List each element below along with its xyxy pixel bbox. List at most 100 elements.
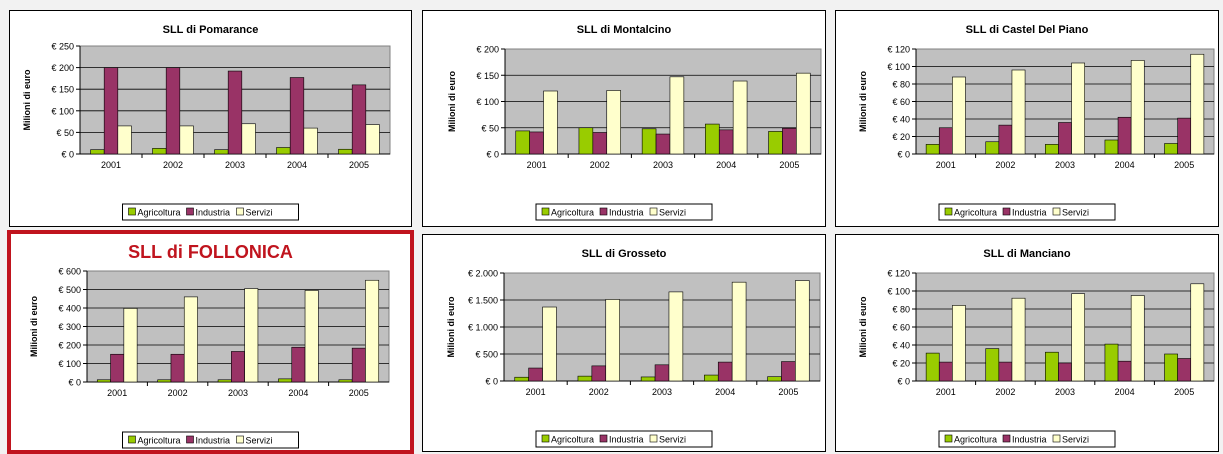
x-tick-label: 2003: [1055, 160, 1075, 170]
bar-agricoltura-2003: [1045, 351, 1059, 382]
legend-box: [938, 203, 1116, 221]
bar-industria-2002: [591, 365, 607, 382]
y-tick-label: € 0: [68, 378, 81, 388]
y-tick-label: € 100: [887, 287, 910, 297]
x-tick-label: 2002: [168, 388, 188, 398]
bar-agricoltura-2003: [217, 379, 232, 383]
y-tick-label: € 500: [58, 285, 81, 295]
chart-title: SLL di Manciano: [983, 248, 1070, 260]
y-tick-label: € 0: [897, 377, 910, 387]
legend-swatch-agricoltura: [944, 434, 953, 443]
chart-panel-follonica: SLL di FOLLONICA € 0 € 100 € 200 € 300 € 400 €…: [7, 230, 414, 454]
bar-agricoltura-2003: [214, 149, 229, 155]
bar-industria-2002: [170, 353, 185, 383]
y-tick-label: € 120: [887, 269, 910, 279]
bar-servizi-2004: [304, 290, 319, 383]
x-tick-label: 2004: [287, 160, 307, 170]
bar-servizi-2001: [123, 308, 138, 383]
y-tick-label: € 100: [58, 359, 81, 369]
bar-servizi-2004: [732, 80, 748, 155]
bar-industria-2001: [938, 127, 953, 155]
legend-label-industria: Industria: [609, 208, 644, 218]
x-tick-label: 2005: [349, 160, 369, 170]
x-tick-label: 2005: [1174, 160, 1194, 170]
y-tick-label: € 400: [58, 304, 81, 314]
legend-swatch-agricoltura: [541, 207, 550, 216]
bar-servizi-2003: [1071, 62, 1085, 155]
bar-industria-2001: [110, 353, 125, 383]
bar-agricoltura-2003: [1045, 144, 1059, 155]
legend-swatch-industria: [1002, 207, 1011, 216]
legend-swatch-agricoltura: [128, 435, 136, 444]
bar-industria-2004: [718, 129, 734, 155]
bar-servizi-2001: [117, 125, 132, 155]
bar-agricoltura-2002: [157, 379, 172, 383]
bar-industria-2001: [938, 361, 953, 382]
legend-label-servizi: Servizi: [659, 208, 686, 218]
bar-agricoltura-2004: [1104, 139, 1119, 155]
y-tick-label: € 50: [481, 123, 499, 133]
legend-swatch-industria: [599, 434, 608, 443]
bar-servizi-2001: [543, 90, 558, 155]
y-tick-label: € 100: [476, 97, 499, 107]
legend-swatch-servizi: [1052, 434, 1061, 443]
chart-svg-manciano: SLL di Manciano € 0 € 20 € 40 € 60 € 80 € 100 €…: [858, 248, 1215, 448]
x-tick-label: 2003: [228, 388, 248, 398]
y-tick-label: € 200: [51, 63, 74, 73]
bar-servizi-2001: [542, 306, 557, 382]
y-tick-label: € 250: [51, 42, 74, 52]
x-tick-label: 2003: [225, 160, 245, 170]
y-axis-label: Milioni di euro: [858, 71, 868, 132]
bar-servizi-2003: [1071, 293, 1085, 382]
bar-industria-2005: [782, 127, 797, 155]
legend-swatch-industria: [599, 207, 608, 216]
legend-label-industria: Industria: [196, 436, 231, 446]
x-tick-label: 2004: [715, 387, 735, 397]
bar-servizi-2002: [183, 296, 198, 383]
legend-label-agricoltura: Agricoltura: [138, 208, 181, 218]
bar-servizi-2005: [365, 124, 380, 155]
bar-servizi-2005: [796, 72, 811, 155]
y-tick-label: € 0: [485, 377, 498, 387]
y-tick-label: € 120: [887, 45, 910, 55]
x-tick-label: 2001: [936, 387, 956, 397]
bar-industria-2004: [289, 77, 305, 155]
bar-agricoltura-2004: [704, 374, 719, 382]
y-tick-label: € 80: [892, 305, 910, 315]
y-tick-label: € 1.500: [468, 296, 498, 306]
bar-servizi-2005: [365, 279, 380, 383]
legend-swatch-servizi: [236, 207, 244, 216]
legend-swatch-agricoltura: [128, 207, 136, 216]
bar-servizi-2005: [1190, 283, 1205, 382]
legend-label-servizi: Servizi: [1062, 435, 1089, 445]
x-tick-label: 2003: [653, 160, 673, 170]
bar-industria-2002: [998, 124, 1013, 155]
bar-agricoltura-2004: [278, 378, 293, 383]
legend-swatch-agricoltura: [541, 434, 550, 443]
bar-industria-2004: [291, 346, 306, 383]
x-tick-label: 2004: [1115, 387, 1135, 397]
bar-servizi-2002: [1011, 297, 1026, 382]
chart-svg-grosseto: SLL di Grosseto € 0 € 500 € 1.000 € 1.500 € 2…: [446, 248, 821, 448]
bar-industria-2003: [654, 364, 670, 382]
y-tick-label: € 200: [58, 341, 81, 351]
bar-servizi-2004: [1130, 60, 1145, 155]
y-tick-label: € 80: [892, 80, 910, 90]
x-tick-label: 2002: [995, 160, 1015, 170]
legend-swatch-servizi: [649, 207, 658, 216]
bar-servizi-2003: [669, 76, 685, 155]
bar-agricoltura-2005: [767, 376, 782, 382]
bar-agricoltura-2001: [96, 379, 111, 383]
x-tick-label: 2005: [779, 160, 799, 170]
bar-agricoltura-2001: [515, 130, 530, 155]
y-tick-label: € 0: [61, 150, 74, 160]
legend-label-servizi: Servizi: [246, 208, 273, 218]
bar-agricoltura-2001: [925, 144, 940, 155]
y-tick-label: € 600: [58, 267, 81, 277]
bar-agricoltura-2005: [1164, 143, 1178, 155]
bar-industria-2003: [655, 133, 671, 155]
chart-panel-manciano: SLL di Manciano € 0 € 20 € 40 € 60 € 80 € 100 €…: [835, 234, 1219, 452]
x-tick-label: 2004: [288, 388, 308, 398]
y-axis-label: Milioni di euro: [447, 71, 457, 132]
y-tick-label: € 40: [892, 115, 910, 125]
